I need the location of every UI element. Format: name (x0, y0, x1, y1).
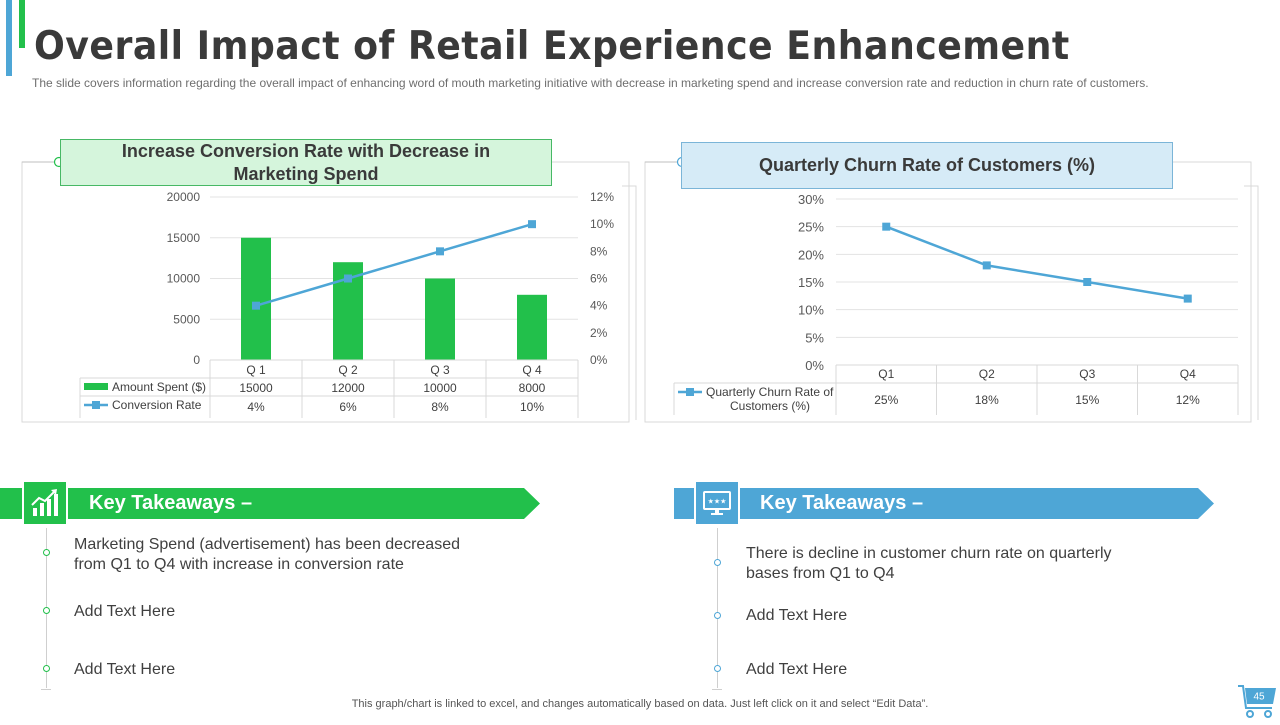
x-tick-label: Q 3 (430, 363, 450, 377)
legend-marker-churn (686, 388, 694, 396)
takeaway-right-1: There is decline in customer churn rate … (746, 545, 1112, 582)
key-takeaways-banner-right: Key Takeaways – (674, 488, 1214, 519)
growth-chart-icon (22, 480, 68, 526)
accent-bar-blue (6, 0, 12, 76)
legend-label-churn: Quarterly Churn Rate of (706, 385, 834, 399)
key-takeaways-heading-right: Key Takeaways – (760, 492, 924, 514)
x-tick-label: Q 2 (338, 363, 358, 377)
table-value-conversion-rate: 8% (431, 400, 449, 414)
chart-conversion-vs-spend[interactable]: 0 5000 10000 15000 20000 0% 2% 4% 6% 8% 10% 12% Q 1 Q… (0, 130, 640, 430)
y-tick-label: 25% (798, 220, 824, 235)
page-subtitle: The slide covers information regarding t… (32, 76, 1149, 90)
point-churn-rate-2 (982, 261, 991, 270)
page-number-badge: 45 (1238, 684, 1278, 720)
y-left-tick-label: 5000 (173, 312, 200, 326)
point-churn-rate-3 (1083, 278, 1092, 286)
bullet-dot (43, 607, 50, 614)
x-tick-label: Q 4 (522, 363, 542, 377)
y-tick-label: 30% (798, 192, 824, 207)
takeaway-right-2: Add Text Here (746, 607, 848, 624)
table-value-churn: 15% (1075, 393, 1099, 407)
bullet-dot (714, 612, 721, 619)
page-number: 45 (1253, 692, 1265, 703)
bullet-dot (43, 549, 50, 556)
table-value-amount-spent: 15000 (239, 381, 273, 395)
right-bracket (1244, 185, 1259, 420)
table-value-conversion-rate: 6% (339, 400, 357, 414)
legend-label-amount-spent: Amount Spent ($) (112, 380, 206, 394)
y-right-tick-label: 4% (590, 299, 608, 313)
footer-note: This graph/chart is linked to excel, and… (351, 698, 929, 710)
bullet-dot (43, 665, 50, 672)
y-right-tick-label: 2% (590, 326, 608, 340)
key-takeaways-banner-left: Key Takeaways – (0, 488, 540, 519)
monitor-rating-icon: ★★★ (694, 480, 740, 526)
accent-bar-green (19, 0, 25, 48)
y-right-tick-label: 0% (590, 353, 608, 367)
key-takeaways-heading-left: Key Takeaways – (89, 492, 253, 514)
point-conversion-rate-2 (344, 274, 352, 283)
legend-marker-conversion-rate (92, 401, 100, 409)
takeaway-left-3: Add Text Here (74, 661, 176, 678)
chart-title-churn: Quarterly Churn Rate of Customers (%) (681, 142, 1173, 189)
y-left-tick-label: 10000 (167, 272, 201, 286)
chart-conversion-vs-spend-svg: 0 5000 10000 15000 20000 0% 2% 4% 6% 8% 10% 12% Q 1 Q… (21, 156, 637, 423)
legend-label-conversion-rate: Conversion Rate (112, 398, 202, 412)
line-conversion-rate (255, 222, 533, 307)
y-tick-label: 15% (798, 275, 824, 290)
chart-churn-rate-svg: 0% 5% 10% 15% 20% 25% 30% Q1 Q2 Q3 Q4 Quarterly Chu… (644, 156, 1259, 423)
x-tick-label: Q3 (1079, 367, 1095, 381)
takeaway-left-2: Add Text Here (74, 603, 176, 620)
x-tick-label: Q4 (1180, 367, 1196, 381)
point-churn-rate-4 (1183, 294, 1192, 303)
point-conversion-rate-1 (252, 301, 260, 310)
y-left-tick-label: 20000 (167, 190, 201, 204)
y-tick-label: 0% (805, 358, 824, 373)
page-title: Overall Impact of Retail Experience Enha… (34, 24, 1070, 69)
line-churn-rate (885, 225, 1188, 300)
takeaway-left-1: Marketing Spend (advertisement) has been… (74, 536, 460, 573)
y-right-tick-label: 6% (590, 272, 608, 286)
timeline-left-end (41, 689, 51, 690)
takeaway-right-3: Add Text Here (746, 661, 848, 678)
point-conversion-rate-3 (436, 247, 444, 256)
x-tick-label: Q2 (979, 367, 995, 381)
bar-amount-spent-q1 (241, 237, 271, 360)
table-value-amount-spent: 10000 (423, 381, 457, 395)
table-value-churn: 18% (975, 393, 999, 407)
point-churn-rate-1 (882, 222, 891, 231)
y-left-tick-label: 15000 (167, 231, 201, 245)
chart-churn-rate[interactable]: 0% 5% 10% 15% 20% 25% 30% Q1 Q2 Q3 Q4 Quarterly Chu… (640, 130, 1280, 430)
point-conversion-rate-4 (528, 220, 536, 229)
table-value-churn: 25% (874, 393, 898, 407)
timeline-right (717, 528, 718, 688)
svg-text:★★★: ★★★ (708, 498, 727, 506)
legend-swatch-amount-spent (84, 383, 108, 390)
chart-title-conversion: Increase Conversion Rate with Decrease i… (60, 139, 552, 186)
x-tick-label: Q1 (878, 367, 894, 381)
right-bracket (622, 185, 637, 420)
y-tick-label: 10% (798, 303, 824, 318)
table-value-amount-spent: 12000 (331, 381, 365, 395)
table-value-conversion-rate: 4% (247, 400, 265, 414)
y-left-tick-label: 0 (193, 353, 200, 367)
legend-label-churn-line2: Customers (%) (730, 399, 810, 413)
y-right-tick-label: 10% (590, 217, 614, 231)
y-tick-label: 5% (805, 330, 824, 345)
bullet-dot (714, 559, 721, 566)
bar-amount-spent-q4 (517, 294, 547, 360)
shopping-cart-icon: 45 (1238, 685, 1276, 718)
table-value-conversion-rate: 10% (520, 400, 544, 414)
y-right-tick-label: 12% (590, 190, 614, 204)
table-value-churn: 12% (1176, 393, 1200, 407)
x-tick-label: Q 1 (246, 363, 266, 377)
y-right-tick-label: 8% (590, 244, 608, 258)
bullet-dot (714, 665, 721, 672)
timeline-right-end (712, 689, 722, 690)
table-value-amount-spent: 8000 (519, 381, 546, 395)
bar-amount-spent-q3 (425, 278, 455, 360)
y-tick-label: 20% (798, 247, 824, 262)
